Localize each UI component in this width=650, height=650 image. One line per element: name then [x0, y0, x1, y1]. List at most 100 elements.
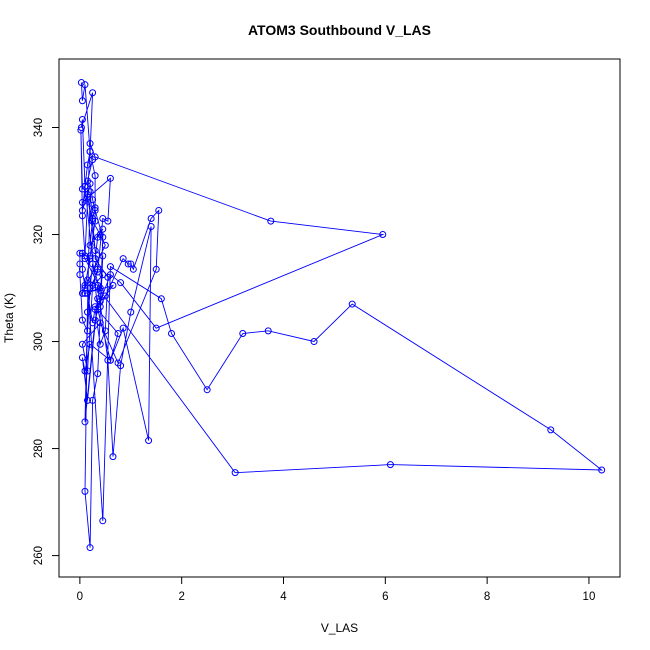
x-axis-label: V_LAS [321, 621, 358, 635]
x-tick-label: 2 [178, 591, 184, 603]
data-point [99, 252, 107, 260]
data-point [86, 544, 94, 552]
data-point [81, 418, 89, 426]
data-point [117, 362, 125, 370]
data-point [78, 115, 86, 123]
data-point [86, 148, 94, 156]
data-point [76, 260, 84, 268]
data-point [77, 79, 85, 87]
data-point [84, 327, 92, 335]
data-point [84, 396, 92, 404]
x-tick-label: 4 [280, 591, 287, 603]
data-point [89, 217, 97, 225]
data-point [89, 214, 97, 222]
data-point [78, 198, 86, 206]
data-point [106, 174, 114, 182]
data-point [86, 188, 94, 196]
x-tick-label: 6 [382, 591, 388, 603]
data-point [81, 367, 89, 375]
data-point [78, 206, 86, 214]
data-point [310, 338, 318, 346]
data-point [96, 297, 104, 305]
x-tick-label: 8 [484, 591, 490, 603]
data-point [124, 260, 132, 268]
data-point [89, 281, 97, 289]
data-point [86, 340, 94, 348]
data-point [119, 255, 127, 263]
series-line [79, 82, 604, 548]
data-point [81, 289, 89, 297]
data-point [117, 279, 125, 287]
data-point [155, 206, 163, 214]
data-point [94, 268, 102, 276]
data-point [129, 265, 137, 273]
data-point [84, 276, 92, 284]
data-point [76, 271, 84, 279]
y-tick-label: 340 [33, 118, 45, 137]
data-point [86, 241, 94, 249]
data-point [84, 177, 92, 185]
data-point [348, 300, 356, 308]
data-point [145, 437, 153, 445]
data-point [157, 295, 165, 303]
x-axis: 0 2 4 6 8 10 [77, 576, 596, 603]
data-point [89, 156, 97, 164]
data-point [91, 204, 99, 212]
data-point [119, 324, 127, 332]
data-point [78, 316, 86, 324]
data-point [267, 217, 275, 225]
data-point [239, 330, 247, 338]
data-point [78, 289, 86, 297]
data-point [101, 241, 109, 249]
data-point [89, 196, 97, 204]
data-point [379, 231, 387, 239]
y-axis: 260 280 300 320 340 [33, 118, 60, 565]
data-point [84, 161, 92, 169]
data-point [91, 172, 99, 180]
x-tick-label: 10 [583, 591, 596, 603]
y-tick-label: 280 [33, 439, 45, 458]
data-point [86, 140, 94, 148]
data-point [168, 330, 176, 338]
data-point [114, 330, 122, 338]
data-point [109, 281, 117, 289]
data-point [231, 469, 239, 477]
data-point [101, 292, 109, 300]
data-point [96, 287, 104, 295]
data-point [77, 123, 85, 131]
data-point [152, 324, 160, 332]
data-point [147, 222, 155, 230]
data-point [99, 517, 107, 525]
data-point [99, 214, 107, 222]
data-point [89, 396, 97, 404]
data-point [89, 260, 97, 268]
data-point [106, 356, 114, 364]
data-point [94, 370, 102, 378]
data-point [81, 252, 89, 260]
y-tick-label: 320 [33, 225, 45, 244]
data-point [386, 461, 394, 469]
y-axis-label: Theta (K) [2, 293, 16, 343]
data-point [94, 265, 102, 273]
data-point [77, 126, 85, 134]
data-point [91, 247, 99, 255]
data-point [84, 367, 92, 375]
data-point [152, 265, 160, 273]
data-point [264, 327, 272, 335]
data-point [91, 206, 99, 214]
data-point [106, 271, 114, 279]
data-point [109, 453, 117, 461]
data-point [78, 354, 86, 362]
data-point [81, 81, 89, 89]
data-point [104, 356, 112, 364]
y-tick-label: 300 [33, 332, 45, 351]
data-point [96, 340, 104, 348]
data-point [78, 340, 86, 348]
plot-frame [58, 58, 621, 578]
data-point [89, 89, 97, 97]
x-tick-label: 0 [77, 591, 83, 603]
chart-title: ATOM3 Southbound V_LAS [248, 22, 431, 38]
data-point [203, 386, 211, 394]
data-point [91, 316, 99, 324]
